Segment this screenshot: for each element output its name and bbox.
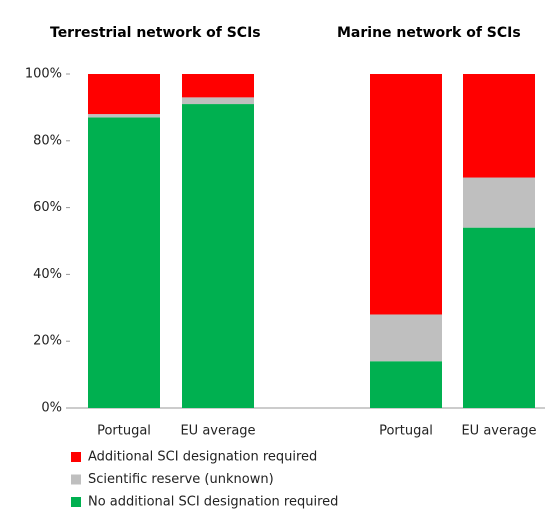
- y-tick-label: 60%: [33, 200, 62, 215]
- bar-segment: [88, 114, 160, 118]
- group-title: Terrestrial network of SCIs: [50, 25, 261, 41]
- legend-label: Scientific reserve (unknown): [88, 472, 274, 487]
- legend-label: Additional SCI designation required: [88, 450, 317, 465]
- legend-swatch: [71, 497, 81, 507]
- x-tick-label: EU average: [461, 424, 536, 439]
- bar-segment: [182, 74, 254, 98]
- y-tick-label: 40%: [33, 267, 62, 282]
- y-tick-label: 80%: [33, 133, 62, 148]
- y-tick-label: 100%: [25, 67, 62, 82]
- y-tick-label: 0%: [41, 401, 62, 416]
- bar-segment: [370, 74, 442, 315]
- x-tick-label: Portugal: [97, 424, 151, 439]
- legend-swatch: [71, 452, 81, 462]
- bar-segment: [370, 314, 442, 362]
- x-tick-label: Portugal: [379, 424, 433, 439]
- legend-swatch: [71, 474, 81, 485]
- y-tick-label: 20%: [33, 334, 62, 349]
- bar-segment: [463, 177, 535, 228]
- bar-segment: [463, 74, 535, 178]
- bar-segment: [88, 74, 160, 115]
- bar-segment: [182, 97, 254, 105]
- group-title: Marine network of SCIs: [337, 25, 521, 41]
- bar-segment: [370, 361, 442, 408]
- bar-segment: [463, 227, 535, 408]
- legend-label: No additional SCI designation required: [88, 495, 338, 510]
- bar-segment: [182, 104, 254, 408]
- x-tick-label: EU average: [180, 424, 255, 439]
- bar-segment: [88, 117, 160, 409]
